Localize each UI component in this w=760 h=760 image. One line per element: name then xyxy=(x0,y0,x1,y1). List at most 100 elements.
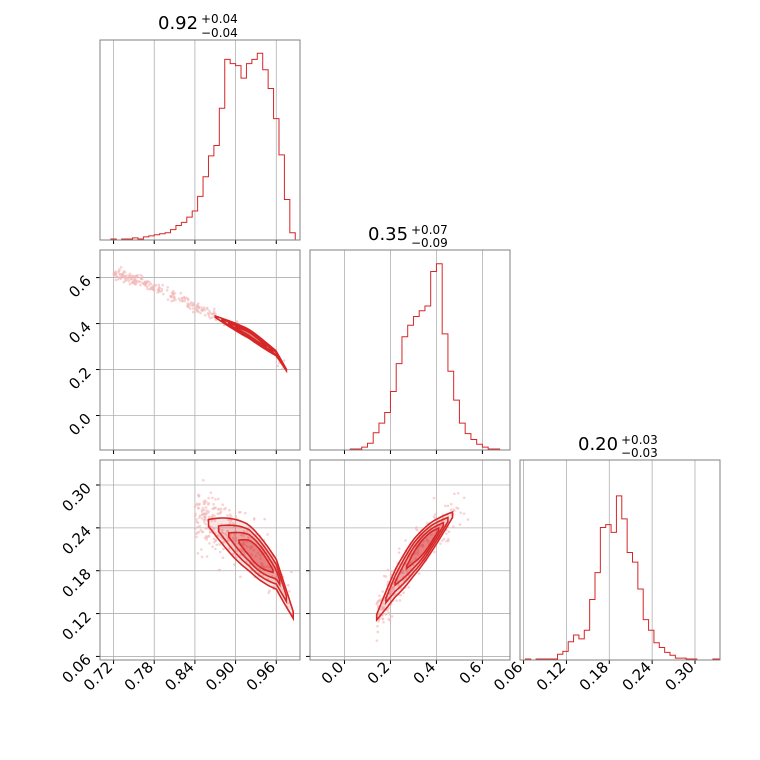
scatter-point xyxy=(234,515,238,518)
scatter-point xyxy=(200,555,204,559)
scatter-point xyxy=(227,518,230,522)
scatter-panel-p2-vs-p0 xyxy=(96,459,301,664)
scatter-point xyxy=(286,584,290,587)
x-tick-label: 0.24 xyxy=(619,658,655,694)
scatter-point xyxy=(446,504,450,508)
scatter-point xyxy=(256,551,260,555)
scatter-point xyxy=(209,491,213,494)
scatter-point xyxy=(249,545,252,549)
scatter-point xyxy=(215,543,219,547)
scatter-point xyxy=(235,319,239,323)
scatter-point xyxy=(195,303,199,307)
scatter-point xyxy=(240,549,244,553)
scatter-point xyxy=(123,277,127,280)
scatter-point xyxy=(188,307,192,310)
scatter-point xyxy=(146,287,149,291)
scatter-point xyxy=(207,496,210,500)
scatter-point xyxy=(434,513,437,516)
scatter-point xyxy=(207,314,211,318)
x-tick-label: 0.30 xyxy=(661,658,697,694)
scatter-point xyxy=(259,557,262,561)
scatter-point xyxy=(188,302,191,306)
scatter-point xyxy=(187,305,191,308)
title-2-plus: +0.03 xyxy=(621,433,658,447)
scatter-point xyxy=(113,271,116,275)
scatter-point xyxy=(205,500,208,504)
scatter-point xyxy=(265,565,269,569)
scatter-point xyxy=(377,612,381,616)
scatter-point xyxy=(203,515,207,519)
scatter-point xyxy=(268,589,271,592)
scatter-point xyxy=(221,528,224,532)
scatter-point xyxy=(198,524,201,528)
scatter-point xyxy=(407,585,410,589)
scatter-point xyxy=(242,540,245,544)
scatter-point xyxy=(218,568,222,572)
scatter-point xyxy=(200,517,204,520)
scatter-point xyxy=(381,617,385,621)
scatter-point xyxy=(212,310,216,313)
scatter-point xyxy=(196,525,199,529)
scatter-point xyxy=(195,520,199,523)
scatter-point xyxy=(134,283,137,286)
scatter-point xyxy=(128,274,131,277)
scatter-point xyxy=(382,620,385,624)
scatter-panel-p1-vs-p0 xyxy=(96,249,301,454)
scatter-point xyxy=(466,518,470,521)
scatter-point xyxy=(217,497,220,501)
scatter-point xyxy=(414,557,417,561)
scatter-point xyxy=(267,591,271,595)
histogram-panel-param-2 xyxy=(519,459,721,664)
scatter-point xyxy=(282,359,286,362)
scatter-point xyxy=(214,539,218,542)
scatter-point xyxy=(120,275,124,278)
y-tick-label: 0.2 xyxy=(65,364,95,394)
scatter-point xyxy=(201,530,204,534)
scatter-point xyxy=(145,285,149,289)
scatter-point xyxy=(402,591,405,595)
y-tick-labels-row-1: 0.0 0.2 0.4 0.6 xyxy=(65,272,95,440)
scatter-point xyxy=(142,282,145,286)
scatter-point xyxy=(208,531,212,534)
scatter-point xyxy=(259,561,263,565)
scatter-point xyxy=(462,512,466,515)
x-tick-label: 0.0 xyxy=(318,658,348,688)
scatter-point xyxy=(218,512,221,515)
scatter-point xyxy=(200,309,204,312)
scatter-point xyxy=(455,506,458,510)
scatter-point xyxy=(208,542,211,545)
x-tick-label: 0.6 xyxy=(456,658,486,688)
scatter-point xyxy=(205,526,208,530)
scatter-point xyxy=(462,496,466,500)
scatter-point xyxy=(281,367,285,370)
scatter-point xyxy=(181,299,184,303)
scatter-point xyxy=(169,294,172,298)
scatter-point xyxy=(213,519,217,522)
density-contour xyxy=(238,538,274,574)
scatter-point xyxy=(219,507,223,511)
scatter-point xyxy=(166,285,169,289)
title-0-plus: +0.04 xyxy=(201,12,238,26)
scatter-point xyxy=(425,537,428,541)
scatter-point xyxy=(446,537,450,541)
scatter-point xyxy=(226,529,229,533)
scatter-point xyxy=(118,276,122,280)
scatter-point xyxy=(416,552,420,556)
scatter-point xyxy=(239,575,242,579)
y-tick-label: 0.0 xyxy=(65,410,95,440)
scatter-point xyxy=(205,306,209,310)
scatter-point xyxy=(213,526,216,530)
panel-frame xyxy=(99,39,301,241)
scatter-point xyxy=(119,265,123,269)
scatter-point xyxy=(375,639,379,642)
scatter-point xyxy=(213,540,216,544)
scatter-point xyxy=(445,539,448,543)
x-tick-label: 0.4 xyxy=(410,658,440,688)
scatter-point xyxy=(266,533,269,536)
scatter-point xyxy=(221,556,225,560)
y-tick-label: 0.30 xyxy=(58,479,94,515)
scatter-point xyxy=(238,511,241,514)
scatter-point xyxy=(392,586,395,590)
scatter-point xyxy=(432,496,436,500)
scatter-point xyxy=(290,570,293,574)
